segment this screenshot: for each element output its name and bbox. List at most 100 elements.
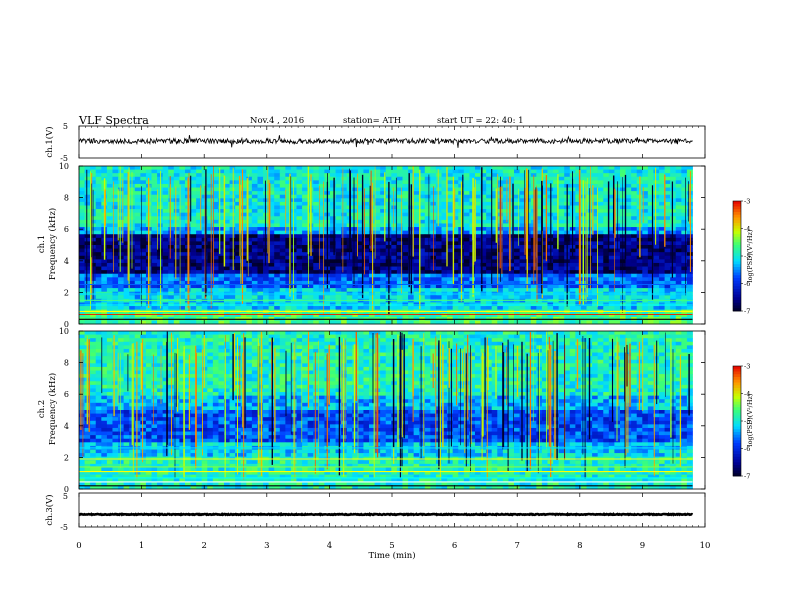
spectrogram-cell [586,277,593,282]
spectrogram-cell [84,302,91,307]
spectrogram-cell [575,280,582,285]
spectrogram-cell [106,234,113,239]
spectrogram-cell [558,237,565,242]
spectrogram-cell [140,234,147,239]
spectrogram-cell [296,245,303,249]
spectrogram-cell [268,216,275,221]
spectrogram-cell [263,187,270,192]
spectrogram-cell [519,219,526,224]
spectrogram-cell [157,209,164,214]
spectrogram-cell [374,169,381,174]
spectrogram-cell [664,166,671,170]
spectrogram-cell [681,237,688,242]
spectrogram-cell [329,248,336,253]
spectrogram-cell [162,216,169,221]
spectrogram-cell [313,176,320,181]
spectrogram-cell [151,183,158,188]
spectrogram-cell [553,241,560,246]
spectrogram-cell [296,262,303,267]
spectrogram-cell [553,227,560,232]
spectrogram-cell [118,216,125,221]
spectrogram-cell [279,194,286,199]
spectrogram-cell [118,194,125,199]
spectrogram-cell [631,227,638,232]
spectrogram-cell [603,180,610,185]
spectrogram-cell [196,280,203,285]
spectrogram-cell [675,302,682,307]
spectrogram-cell [675,205,682,210]
spectrogram-cell [229,262,236,267]
spectrogram-cell [274,169,281,174]
spectrogram-cell [296,237,303,242]
spectrogram-cell [502,198,509,203]
spectrogram-cell [296,183,303,188]
spectrogram-cell [558,302,565,307]
spectrogram-cell [419,212,426,217]
spectrogram-cell [592,166,599,170]
spectrogram-cell [474,173,481,178]
spectrogram-cell [257,219,264,224]
spectrogram-cell [335,219,342,224]
spectrogram-cell [335,270,342,275]
spectrogram-cell [380,166,387,170]
spectrogram-cell [664,266,671,271]
spectrogram-cell [380,306,387,311]
spectrogram-cell [474,259,481,264]
spectrogram-cell [686,280,693,285]
spectrogram-cell [396,248,403,253]
spectrogram-cell [162,288,169,293]
spectrogram-cell [608,273,615,278]
spectrogram-cell [179,169,186,174]
spectrogram-cell [235,273,242,278]
spectrogram-cell [157,180,164,185]
spectrogram-cell [391,241,398,246]
spectrogram-cell [536,273,543,278]
spectrogram-cell [341,227,348,232]
spectrogram-cell [653,201,660,206]
spectrogram-cell [491,176,498,181]
spectrogram-cell [179,180,186,185]
spectrogram-cell [441,237,448,242]
spectrogram-cell [168,295,175,300]
spectrogram-cell [307,255,314,260]
spectrogram-cell [435,320,442,325]
spectrogram-cell [497,320,504,325]
spectrogram-cell [363,194,370,199]
spectrogram-cell [257,298,264,303]
spectrogram-cell [419,198,426,203]
spectrogram-cell [318,245,325,249]
spectrogram-cell [352,295,359,300]
spectrogram-cell [647,248,654,253]
spectrogram-cell [173,191,180,196]
spectrogram-cell [491,169,498,174]
spectrogram-cell [106,252,113,257]
spectrogram-cell [631,205,638,210]
spectrogram-cell [212,252,219,257]
spectrogram-cell [675,198,682,203]
spectrogram-cell [686,255,693,260]
spectrogram-cell [79,176,85,181]
spectrogram-cell [369,241,375,246]
spectrogram-cell [173,255,180,260]
spectrogram-cell [318,320,325,325]
spectrogram-cell [251,180,258,185]
spectrogram-cell [575,209,582,214]
spectrogram-cell [268,295,275,300]
spectrogram-cell [279,252,286,257]
spectrogram-cell [346,284,353,289]
spectrogram-cell [603,201,610,206]
spectrogram-cell [474,266,481,271]
spectrogram-cell [329,241,336,246]
spectrogram-cell [642,262,649,267]
spectrogram-cell [279,230,286,235]
spectrogram-cell [441,216,448,221]
spectrogram-cell [452,237,459,242]
spectrogram-cell [374,237,381,242]
spectrogram-cell [447,234,454,239]
spectrogram-cell [670,187,677,192]
spectrogram-cell [402,259,409,264]
spectrogram-cell [352,183,359,188]
spectrogram-cell [452,180,459,185]
spectrogram-cell [369,169,375,174]
spectrogram-cell [235,201,242,206]
